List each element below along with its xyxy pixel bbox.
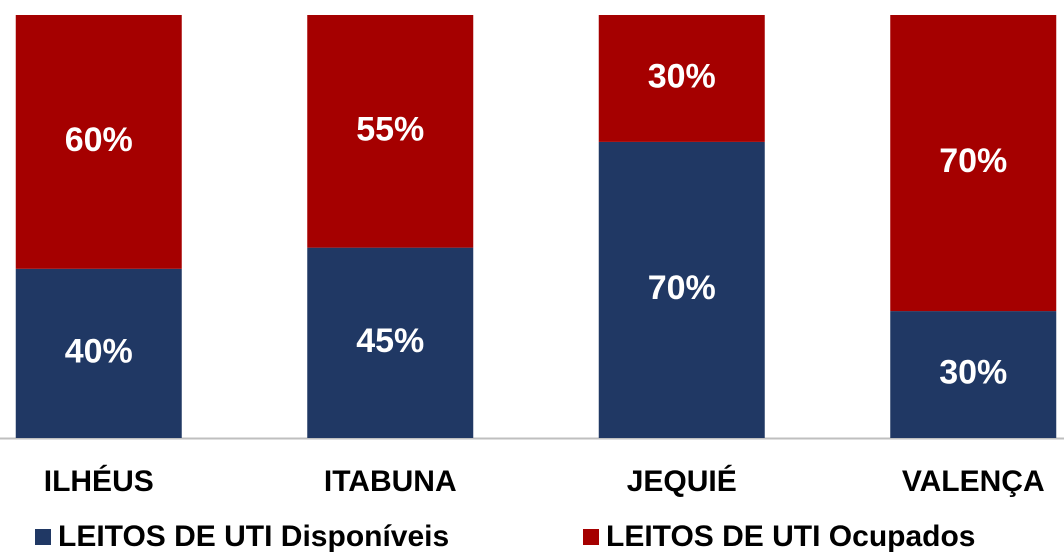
x-tick-label: ITABUNA xyxy=(324,465,457,498)
legend-swatch xyxy=(35,529,51,545)
legend-label: LEITOS DE UTI Disponíveis xyxy=(58,520,449,553)
bar-segment xyxy=(15,268,182,438)
data-label: 30% xyxy=(648,57,716,95)
data-label: 60% xyxy=(65,121,133,159)
bar-segment xyxy=(890,15,1057,312)
bar-segment xyxy=(307,15,474,248)
x-tick-label: ILHÉUS xyxy=(44,464,154,498)
bar-segment xyxy=(890,311,1057,438)
data-label: 55% xyxy=(356,110,424,148)
data-label: 40% xyxy=(65,332,133,370)
bar-segment xyxy=(15,15,182,269)
legend-label: LEITOS DE UTI Ocupados xyxy=(606,520,976,553)
data-label: 30% xyxy=(939,354,1007,392)
bar-segment xyxy=(598,141,765,438)
x-tick-label: VALENÇA xyxy=(902,465,1045,498)
bar-segment xyxy=(307,247,474,438)
x-tick-label: JEQUIÉ xyxy=(627,464,737,498)
data-label: 70% xyxy=(939,142,1007,180)
data-label: 45% xyxy=(356,322,424,360)
data-label: 70% xyxy=(648,269,716,307)
legend-swatch xyxy=(583,529,599,545)
bar-segment xyxy=(598,15,765,142)
